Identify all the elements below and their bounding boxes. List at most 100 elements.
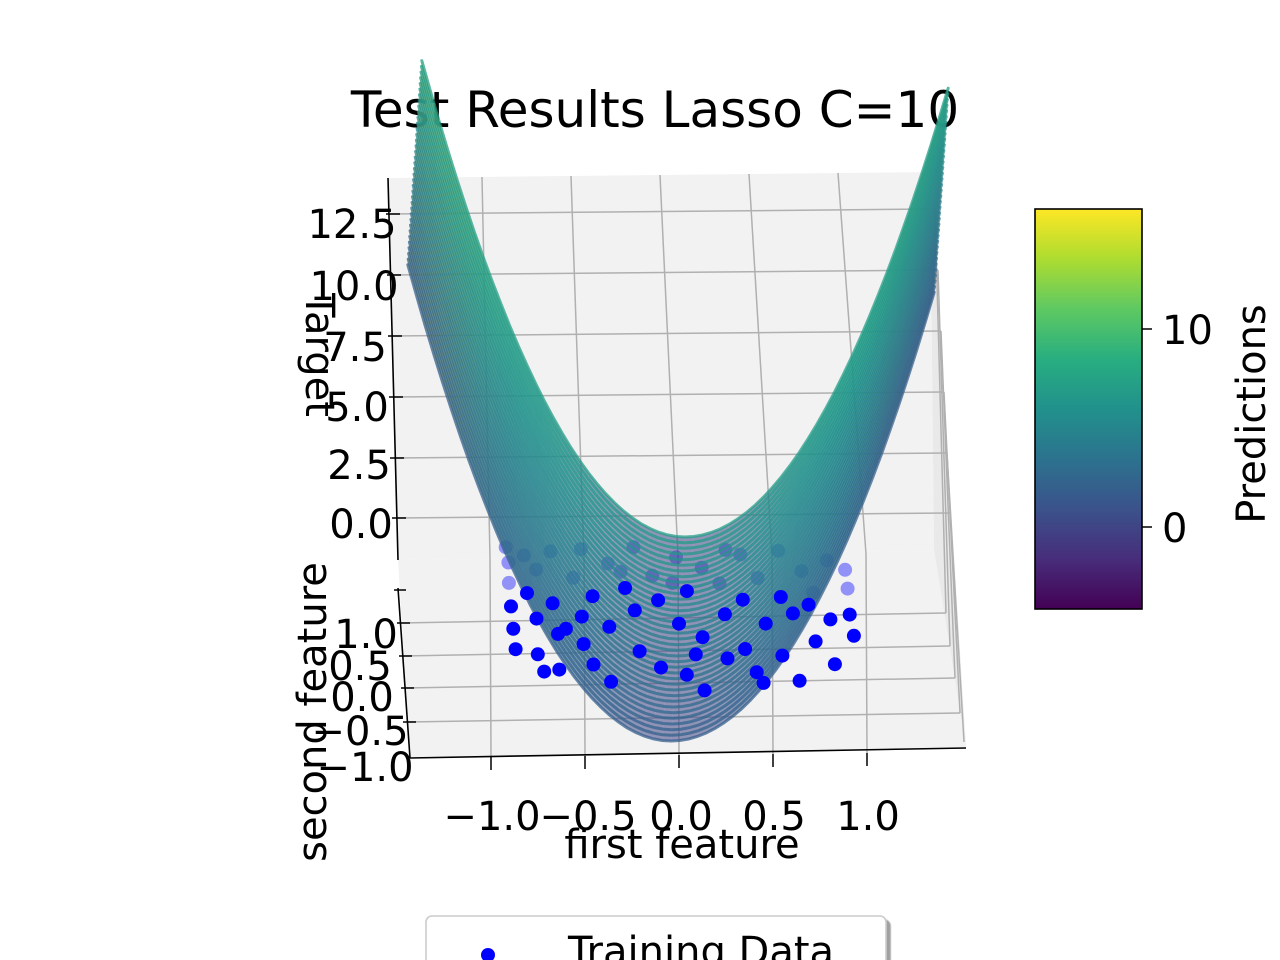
surface-strip xyxy=(418,87,948,567)
surface-strip xyxy=(419,70,949,550)
surface-strip xyxy=(420,59,950,539)
surface-strip xyxy=(412,172,942,652)
z-tick-label: 0.0 xyxy=(329,502,393,548)
z-tick-label: 5.0 xyxy=(325,385,389,431)
x-axis-label: first feature xyxy=(564,822,799,868)
scatter-point xyxy=(717,607,732,622)
surface-strip xyxy=(407,240,938,720)
surface-strip xyxy=(406,257,937,737)
surface-strip xyxy=(411,195,941,675)
x-tick-label: −0.5 xyxy=(539,794,636,840)
scatter-point xyxy=(651,593,666,608)
tick-labels: 12.5 10.0 7.5 5.0 2.5 0.0 1.0 0.5 0.0 −0… xyxy=(307,202,899,840)
surface-strip xyxy=(409,223,939,703)
scatter-point xyxy=(520,586,534,601)
y-tick-label: 1.0 xyxy=(334,612,398,658)
scatter-point xyxy=(735,592,750,607)
surface-strip xyxy=(417,104,947,584)
scatter-point xyxy=(695,630,710,645)
legend-marker xyxy=(481,948,495,960)
surface-strip xyxy=(408,234,938,715)
scatter-point xyxy=(801,597,816,612)
colorbar-tick-label: 10 xyxy=(1162,308,1213,354)
y-tick-label: 0.5 xyxy=(328,644,392,690)
surface-strip xyxy=(410,206,940,686)
z-axis-label: Target xyxy=(296,292,342,417)
scatter-point xyxy=(586,657,601,672)
scatter-point xyxy=(720,651,735,666)
surface-strip xyxy=(408,229,938,709)
surface-strip xyxy=(409,217,939,698)
x-axis-line xyxy=(409,747,967,759)
x-tick-label: 0.5 xyxy=(742,794,806,840)
legend: Training Data xyxy=(425,915,887,960)
scatter-point xyxy=(827,657,842,672)
scatter-point xyxy=(604,674,619,689)
scatter-point xyxy=(773,590,788,604)
surface-strip xyxy=(410,200,940,681)
tick-marks xyxy=(386,213,868,770)
scatter-point xyxy=(558,621,573,636)
y-axis-line xyxy=(397,587,411,759)
z-axis-line xyxy=(387,177,399,561)
scatter-point xyxy=(679,584,694,599)
surface-strip xyxy=(413,161,943,641)
surface-strip xyxy=(406,263,936,743)
scatter-point xyxy=(756,675,771,690)
scatter-point xyxy=(697,683,712,698)
scatter-point xyxy=(840,581,855,596)
scatter-point xyxy=(654,660,668,675)
surface-strip xyxy=(419,64,950,545)
scatter-point xyxy=(506,621,521,636)
prediction-surface xyxy=(406,59,950,743)
scatter-point xyxy=(823,612,838,627)
surface-strip xyxy=(413,155,944,635)
scatter-point xyxy=(632,644,647,659)
scatter-point xyxy=(679,667,694,682)
y-tick-label: −1.0 xyxy=(316,745,413,791)
surface-strip xyxy=(409,212,940,692)
surface-strip xyxy=(415,127,945,607)
scatter-point xyxy=(552,662,567,677)
y-tick-label: −0.5 xyxy=(311,709,408,755)
scatter-point xyxy=(529,611,544,626)
axis-lines xyxy=(387,177,967,759)
scatter-point xyxy=(530,647,545,662)
x-tick-label: −1.0 xyxy=(443,794,540,840)
surface-strip xyxy=(412,178,942,658)
scatter-front-layer xyxy=(504,581,861,698)
scatter-point xyxy=(585,589,600,604)
scatter-point xyxy=(842,607,857,622)
legend-entry: Training Data xyxy=(567,929,834,960)
scatter-point xyxy=(574,609,589,624)
z-tick-label: 12.5 xyxy=(307,202,396,248)
z-tick-label: 2.5 xyxy=(327,443,391,489)
surface-strip xyxy=(415,132,945,613)
scatter-point xyxy=(758,616,773,631)
surface-strip xyxy=(412,166,943,647)
scatter-point xyxy=(545,596,560,611)
chart-title: Test Results Lasso C=10 xyxy=(350,81,959,139)
x-tick-label: 1.0 xyxy=(836,794,900,840)
surface-strip xyxy=(414,138,945,618)
scatter-point xyxy=(504,599,518,614)
colorbar: 10 0 Predictions xyxy=(1034,208,1275,610)
scatter-point xyxy=(785,606,800,621)
z-tick-label: 10.0 xyxy=(309,264,398,310)
scatter-point xyxy=(576,637,591,652)
surface-strip xyxy=(407,251,937,732)
surface-strip xyxy=(407,246,937,726)
scatter-point xyxy=(738,642,753,656)
surface-strip xyxy=(417,98,947,579)
legend-box xyxy=(425,915,887,960)
x-tick-label: 0.0 xyxy=(649,794,713,840)
scatter-point xyxy=(501,575,516,590)
surface-strip xyxy=(418,93,948,573)
scatter-point xyxy=(775,648,790,663)
scatter-point xyxy=(749,665,764,680)
surface-strip xyxy=(416,121,946,601)
y-tick-label: 0.0 xyxy=(330,675,394,721)
scatter-point xyxy=(846,628,861,643)
scatter-point xyxy=(808,634,823,649)
